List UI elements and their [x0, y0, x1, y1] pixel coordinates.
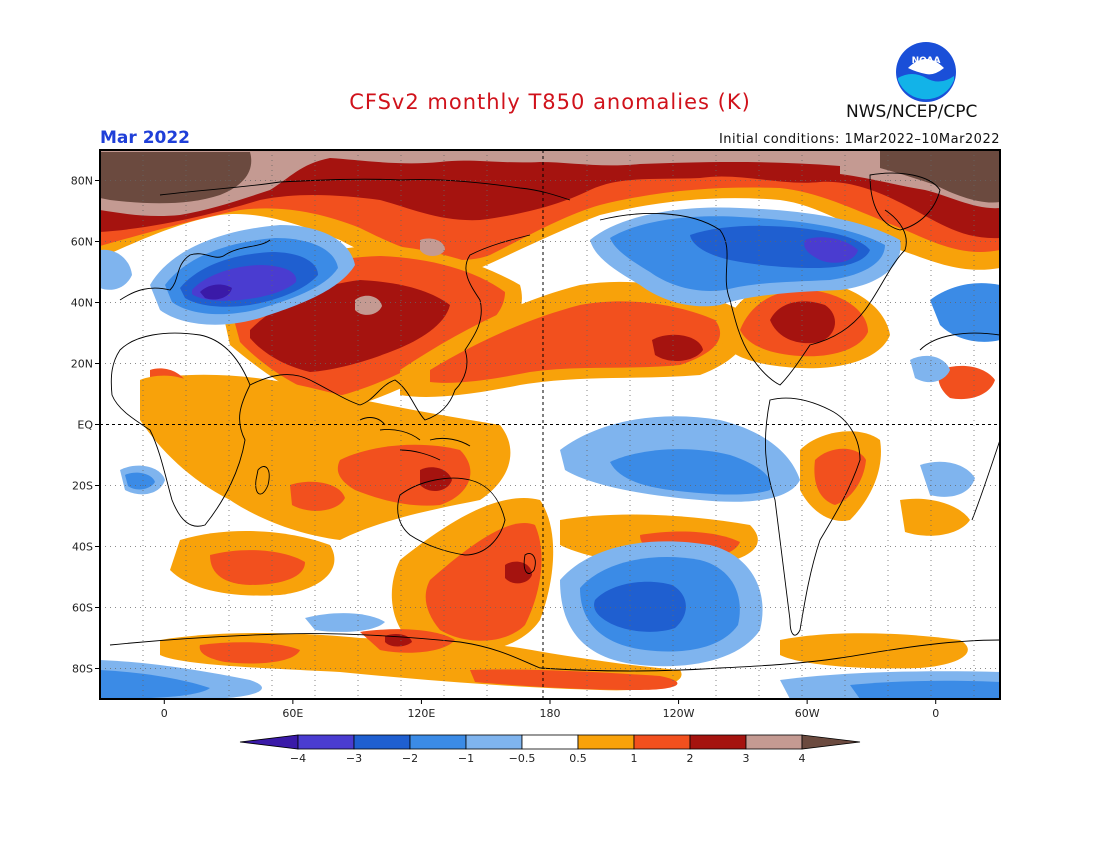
anomaly-region — [100, 152, 252, 204]
lat-tick-label: 40N — [71, 297, 93, 310]
legend-swatch — [745, 734, 803, 750]
legend-label: −4 — [290, 752, 306, 765]
legend-swatch — [409, 734, 467, 750]
forecast-month: Mar 2022 — [100, 128, 191, 148]
anomaly-region — [770, 301, 836, 344]
legend-swatch — [577, 734, 635, 750]
legend: −4 −3 −2 −1 −0.5 0.5 1 2 3 4 — [239, 734, 861, 765]
coastline-europe — [119, 239, 271, 301]
coastline-new-zealand — [523, 553, 536, 574]
noaa-logo-text: NOAA — [912, 56, 941, 66]
anomaly-region — [125, 472, 155, 490]
initial-conditions: Initial conditions: 1Mar2022–10Mar2022 — [718, 132, 1000, 147]
coastline-maritime — [359, 417, 471, 461]
legend-swatch — [689, 734, 747, 750]
lat-tick-label: 20N — [71, 358, 93, 371]
legend-swatch — [465, 734, 523, 750]
legend-swatch — [521, 734, 579, 750]
lon-tick-label: 60E — [282, 707, 303, 720]
coastline-south-america — [764, 397, 861, 636]
anomaly-region — [900, 498, 970, 536]
legend-swatch — [353, 734, 411, 750]
legend-label: 2 — [687, 752, 694, 765]
anomaly-region — [200, 284, 232, 300]
anomaly-region — [100, 670, 210, 699]
anomaly-region — [505, 561, 532, 584]
legend-label: 0.5 — [569, 752, 587, 765]
coastlines — [109, 172, 1000, 672]
coastline-madagascar — [255, 466, 270, 495]
noaa-logo: NOAA — [896, 42, 956, 102]
legend-label: −1 — [458, 752, 474, 765]
legend-swatch — [801, 734, 861, 750]
anomaly-region — [470, 669, 678, 690]
anomaly-region — [210, 550, 305, 585]
lon-tick-label: 120E — [407, 707, 435, 720]
coastline-asia — [249, 234, 531, 421]
anomaly-region — [420, 238, 445, 256]
anomaly-region — [290, 481, 345, 511]
legend-label: −0.5 — [509, 752, 536, 765]
lat-tick-label: 40S — [72, 541, 93, 554]
reference-lines — [100, 150, 1000, 699]
anomaly-region — [425, 523, 542, 641]
lat-tick-label: EQ — [77, 419, 93, 432]
legend-swatch — [633, 734, 691, 750]
anomaly-region — [430, 301, 721, 383]
coastline-antarctica — [109, 633, 1000, 672]
lon-tick-label: 180 — [540, 707, 561, 720]
map-title: CFSv2 monthly T850 anomalies (K) — [349, 90, 751, 114]
legend-swatch — [297, 734, 355, 750]
anomaly-region — [880, 150, 1000, 203]
graticule — [100, 150, 1000, 699]
lat-tick-label: 60N — [71, 236, 93, 249]
coastline-north-america — [599, 209, 907, 386]
anomaly-region — [814, 448, 866, 505]
lat-tick-label: 20S — [72, 480, 93, 493]
coastline-africa — [110, 332, 251, 527]
lon-tick-label: 0 — [932, 707, 939, 720]
anomaly-region — [594, 581, 686, 632]
anomaly-region — [355, 295, 382, 315]
coastline-africa-east — [919, 332, 1000, 521]
anomaly-region — [652, 334, 703, 362]
anomaly-region — [850, 680, 1000, 699]
agency-label: NWS/NCEP/CPC — [846, 102, 978, 122]
legend-label: −3 — [346, 752, 362, 765]
lon-tick-label: 120W — [663, 707, 695, 720]
legend-label: −2 — [402, 752, 418, 765]
anomaly-region — [610, 449, 771, 495]
axis-ticks: 0 60E 120E 180 120W 60W 0 80N 60N 40N 20N EQ 20S 40S 6… — [71, 175, 939, 721]
lat-tick-label: 80N — [71, 175, 93, 188]
legend-label: 4 — [799, 752, 806, 765]
lat-tick-label: 60S — [72, 602, 93, 615]
coastline-arctic-eurasia — [159, 178, 571, 201]
anomaly-region — [305, 613, 385, 632]
legend-label: 1 — [631, 752, 638, 765]
anomaly-region — [100, 249, 132, 290]
coastline-greenland — [869, 172, 941, 231]
lat-tick-label: 80S — [72, 663, 93, 676]
legend-swatch — [239, 734, 299, 750]
anomaly-region — [938, 365, 995, 400]
lon-tick-label: 0 — [161, 707, 168, 720]
anomaly-region — [910, 355, 950, 383]
coastline-australia — [397, 477, 506, 556]
anomaly-region — [920, 461, 975, 497]
anomaly-region — [930, 283, 1000, 342]
anomaly-region — [199, 642, 300, 664]
lon-tick-label: 60W — [795, 707, 820, 720]
legend-label: 3 — [743, 752, 750, 765]
anomaly-region — [804, 237, 858, 263]
